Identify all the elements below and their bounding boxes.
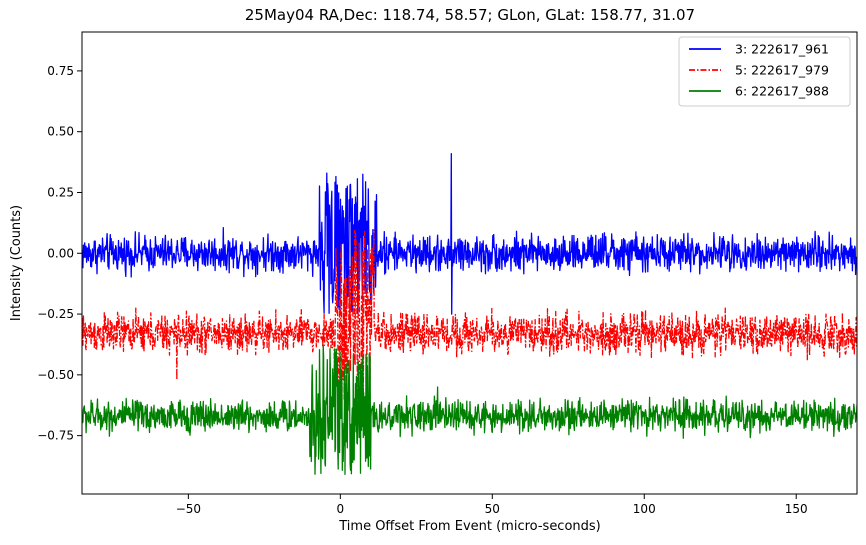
x-tick-label: −50 (176, 502, 201, 516)
chart-title: 25May04 RA,Dec: 118.74, 58.57; GLon, GLa… (245, 6, 695, 24)
x-tick-label: 150 (785, 502, 808, 516)
x-tick-label: 100 (633, 502, 656, 516)
legend-label: 6: 222617_988 (735, 84, 829, 99)
x-tick-label: 50 (485, 502, 500, 516)
x-axis: −50 0 50 100 150 (176, 494, 808, 516)
series-line (82, 152, 857, 315)
legend-label: 5: 222617_979 (735, 63, 829, 78)
y-tick-label: 0.00 (47, 246, 74, 260)
y-tick-label: 0.50 (47, 125, 74, 139)
y-tick-label: −0.75 (37, 429, 74, 443)
x-tick-label: 0 (337, 502, 345, 516)
y-tick-label: −0.25 (37, 307, 74, 321)
plot-area (81, 31, 858, 495)
y-axis: 0.75 0.50 0.25 0.00 −0.25 −0.50 −0.75 (37, 64, 82, 443)
series-line (82, 344, 857, 476)
x-axis-label: Time Offset From Event (micro-seconds) (338, 519, 601, 534)
y-tick-label: 0.25 (47, 185, 74, 199)
y-tick-label: −0.50 (37, 368, 74, 382)
legend-frame (678, 36, 851, 107)
y-axis-label: Intensity (Counts) (9, 205, 24, 321)
legend: 3: 222617_961 5: 222617_979 6: 222617_988 (678, 36, 851, 107)
y-tick-label: 0.75 (47, 64, 74, 78)
legend-label: 3: 222617_961 (735, 42, 829, 57)
plot-frame (81, 31, 858, 495)
series-line (82, 229, 857, 405)
